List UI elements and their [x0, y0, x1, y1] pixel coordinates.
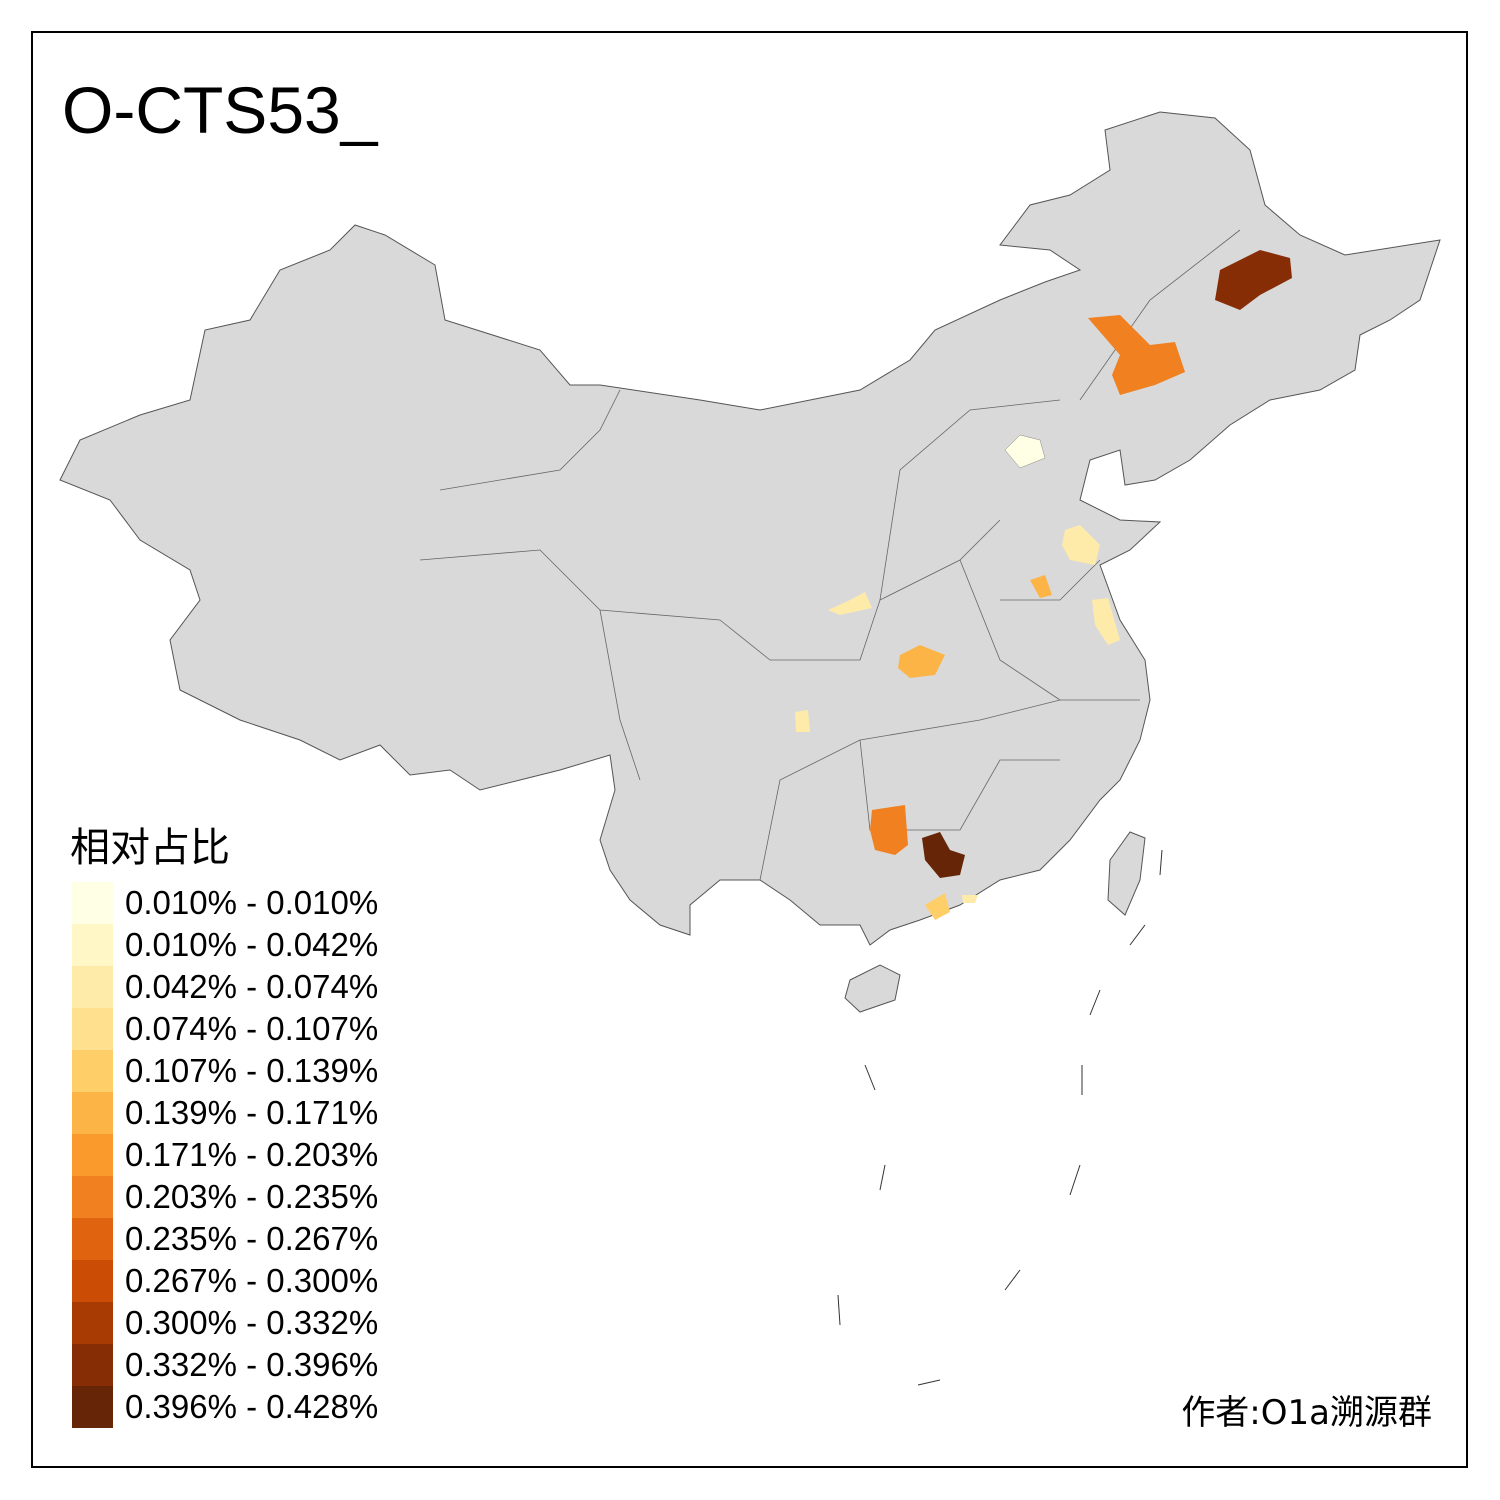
legend-item: 0.010% - 0.042% [72, 924, 378, 966]
region-guangdong [925, 893, 950, 920]
map-title: O-CTS53_ [62, 73, 378, 147]
legend-label: 0.010% - 0.042% [125, 926, 379, 963]
legend-swatch [72, 1050, 113, 1092]
legend-item: 0.171% - 0.203% [72, 1134, 378, 1176]
taiwan-island [1107, 831, 1146, 916]
china-mainland [59, 111, 1441, 946]
south-sea-islands [837, 849, 1163, 1386]
legend-label: 0.010% - 0.010% [125, 884, 379, 921]
legend-label: 0.203% - 0.235% [125, 1178, 379, 1215]
legend-swatch [72, 1386, 113, 1428]
legend-swatch [72, 1218, 113, 1260]
legend-item: 0.203% - 0.235% [72, 1176, 378, 1218]
legend-swatch [72, 966, 113, 1008]
region-hubei [898, 645, 945, 678]
legend-item: 0.010% - 0.010% [72, 882, 378, 924]
legend-swatch [72, 1008, 113, 1050]
region-heilongjiang [1215, 250, 1292, 310]
region-inner-mongolia-east [1088, 315, 1185, 395]
legend-swatch [72, 1092, 113, 1134]
legend-item: 0.139% - 0.171% [72, 1092, 378, 1134]
legend-label: 0.107% - 0.139% [125, 1052, 379, 1089]
map-frame [31, 31, 1468, 1468]
legend-item: 0.300% - 0.332% [72, 1302, 378, 1344]
legend-swatch [72, 1134, 113, 1176]
legend-label: 0.139% - 0.171% [125, 1094, 379, 1131]
legend-label: 0.267% - 0.300% [125, 1262, 379, 1299]
region-guangxi-east [922, 832, 965, 878]
legend-item: 0.235% - 0.267% [72, 1218, 378, 1260]
legend-label: 0.235% - 0.267% [125, 1220, 379, 1257]
legend-label: 0.074% - 0.107% [125, 1010, 379, 1047]
author-credit: 作者:O1a溯源群 [1181, 1393, 1432, 1433]
province-borders [419, 229, 1241, 881]
region-guangdong-2 [962, 895, 978, 903]
region-shandong [1062, 525, 1100, 565]
legend-swatch [72, 1176, 113, 1218]
legend-label: 0.171% - 0.203% [125, 1136, 379, 1173]
legend-swatch [72, 882, 113, 924]
legend-label: 0.332% - 0.396% [125, 1346, 379, 1383]
legend-title: 相对占比 [70, 825, 230, 871]
legend-item: 0.074% - 0.107% [72, 1008, 378, 1050]
legend: 0.010% - 0.010% 0.010% - 0.042% 0.042% - 0… [72, 882, 378, 1428]
legend-swatch [72, 924, 113, 966]
region-sichuan [795, 710, 810, 732]
region-beijing [1004, 434, 1046, 469]
region-shaanxi [828, 592, 872, 615]
legend-swatch [72, 1344, 113, 1386]
legend-swatch [72, 1260, 113, 1302]
legend-item: 0.267% - 0.300% [72, 1260, 378, 1302]
legend-label: 0.396% - 0.428% [125, 1388, 379, 1425]
legend-item: 0.332% - 0.396% [72, 1344, 378, 1386]
legend-label: 0.042% - 0.074% [125, 968, 379, 1005]
legend-item: 0.042% - 0.074% [72, 966, 378, 1008]
legend-swatch [72, 1302, 113, 1344]
region-guangxi-north [870, 805, 908, 855]
region-jiangsu [1092, 598, 1120, 645]
legend-item: 0.107% - 0.139% [72, 1050, 378, 1092]
legend-item: 0.396% - 0.428% [72, 1386, 378, 1428]
legend-label: 0.300% - 0.332% [125, 1304, 379, 1341]
highlighted-regions [795, 250, 1292, 920]
hainan-island [844, 964, 901, 1013]
region-xuzhou [1030, 575, 1052, 598]
